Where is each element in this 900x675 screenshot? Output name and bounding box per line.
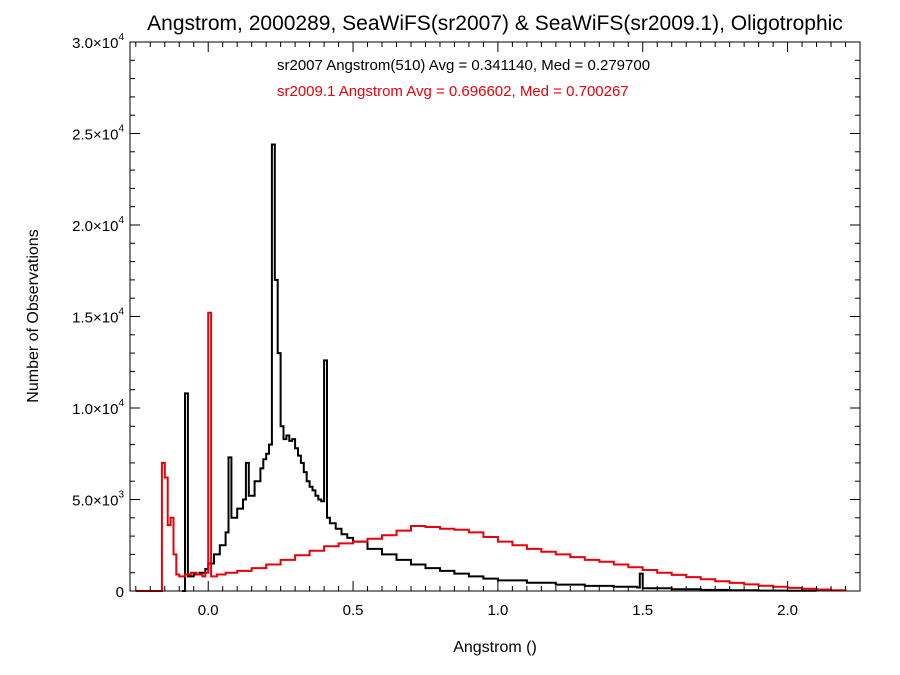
annotation-sr2009: sr2009.1 Angstrom Avg = 0.696602, Med = … [277,83,629,100]
x-tick-label: 2.0 [777,602,798,619]
annotation-sr2007: sr2007 Angstrom(510) Avg = 0.341140, Med… [277,57,650,74]
plot-area [130,42,860,591]
series-layer [135,143,847,592]
y-tick-label: 3.0×104 [72,32,124,52]
y-tick-label: 0 [116,584,124,601]
y-tick-label: 1.0×104 [72,398,124,418]
series-line-sr2009-1 [135,311,847,592]
x-tick-label: 0.0 [198,602,219,619]
axes: 0.0 0.5 1.0 1.5 2.0 0 5.0×103 1.0×104 1.5×104 2.0… [72,32,861,619]
y-tick-label: 1.5×104 [72,307,124,327]
y-tick-label: 5.0×103 [72,490,124,510]
y-tick-label: 2.0×104 [72,215,124,235]
series-line-sr2007 [182,143,818,592]
x-tick-label: 1.0 [487,602,508,619]
chart-title: Angstrom, 2000289, SeaWiFS(sr2007) & Sea… [147,12,843,35]
y-tick-label: 2.5×104 [72,124,124,144]
x-tick-label: 0.5 [343,602,364,619]
plot-background [130,42,860,591]
x-axis-label: Angstrom () [453,639,537,656]
x-tick-label: 1.5 [632,602,653,619]
y-axis-label: Number of Observations [25,229,42,402]
